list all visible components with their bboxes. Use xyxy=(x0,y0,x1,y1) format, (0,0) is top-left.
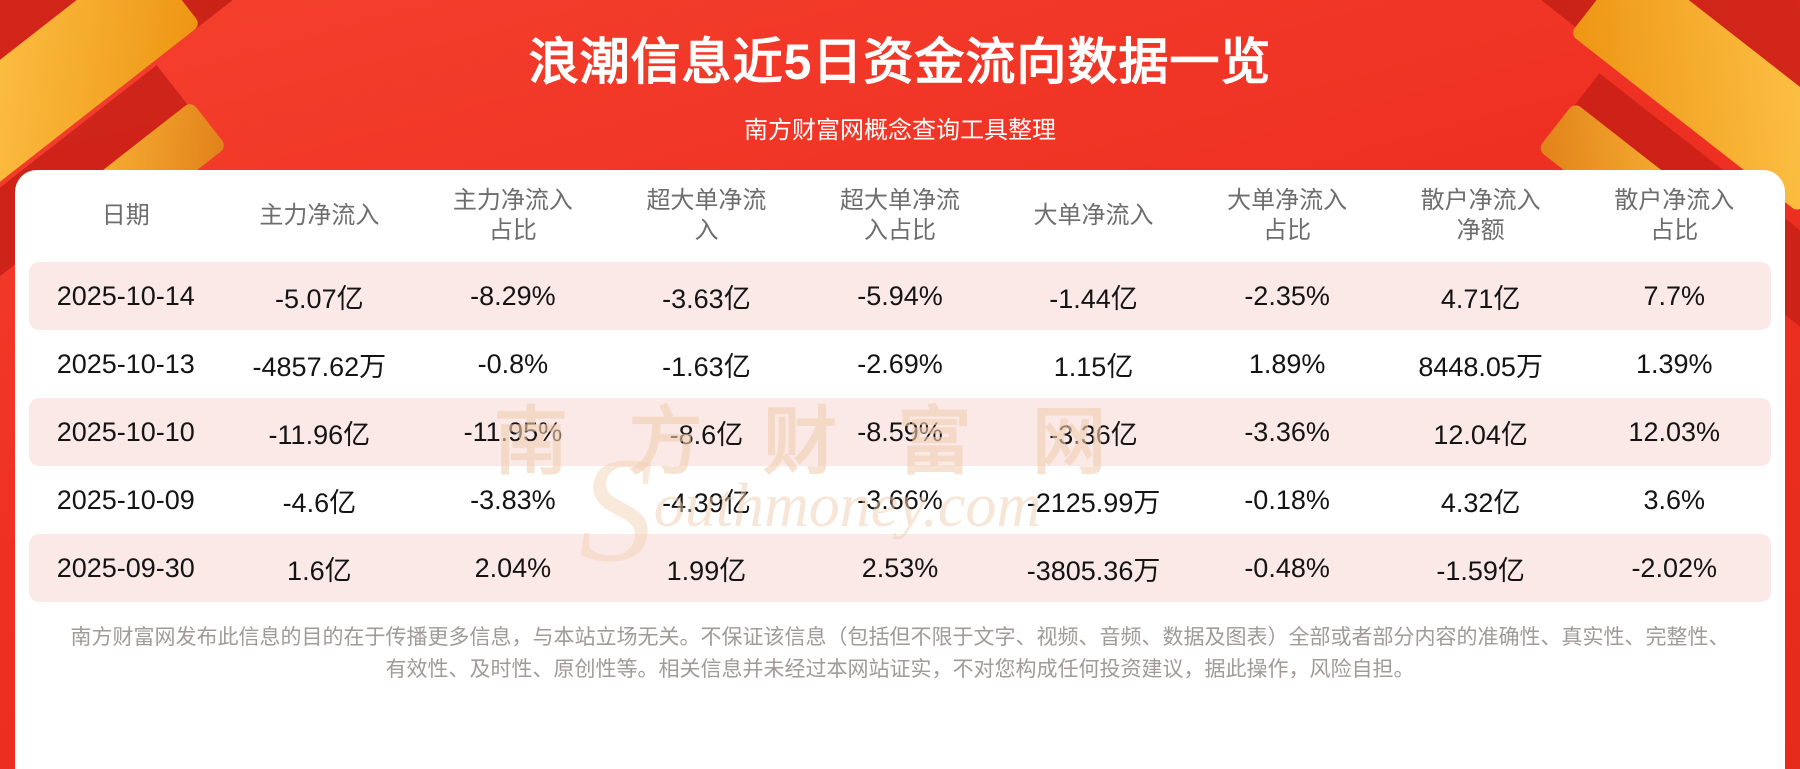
column-header: 散户净流入 净额 xyxy=(1420,187,1541,244)
table-cell: -3.66% xyxy=(857,484,943,515)
table-row: 2025-09-30 1.6亿 2.04% 1.99亿 2.53% -3805.36万 -0… xyxy=(29,534,1771,602)
table-row: 2025-10-13 -4857.62万 -0.8% -1.63亿 -2.69% 1.15… xyxy=(29,330,1771,398)
table-cell: -2.69% xyxy=(857,348,943,379)
table-cell: 2025-10-14 xyxy=(56,280,195,311)
table-cell: -3805.36万 xyxy=(1026,555,1161,586)
table-cell: -4857.62万 xyxy=(252,351,387,382)
table-cell: 4.32亿 xyxy=(1440,487,1521,518)
table-cell: -4.39亿 xyxy=(662,487,751,518)
table-cell: 7.7% xyxy=(1643,280,1705,311)
table-cell: -11.95% xyxy=(463,416,563,447)
disclaimer-text: 南方财富网发布此信息的目的在于传播更多信息，与本站立场无关。不保证该信息（包括但… xyxy=(70,626,1730,681)
table-cell: -3.83% xyxy=(470,484,556,515)
table-cell: -11.96亿 xyxy=(268,419,371,450)
column-header: 日期 xyxy=(101,202,150,229)
table-cell: -1.44亿 xyxy=(1049,283,1138,314)
table-cell: 12.03% xyxy=(1628,416,1720,447)
table-cell: -1.59亿 xyxy=(1436,555,1525,586)
table-cell: -4.6亿 xyxy=(282,487,357,518)
table-row: 2025-10-09 -4.6亿 -3.83% -4.39亿 -3.66% -2125.9… xyxy=(29,466,1771,534)
column-header: 散户净流入 占比 xyxy=(1614,187,1735,244)
fund-flow-table: 日期 主力净流入 主力净流入 占比 超大单净流 入 超大单净流 入占比 大单净流入 大单净流… xyxy=(15,170,1785,602)
table-cell: 1.99亿 xyxy=(666,555,747,586)
table-cell: 2.53% xyxy=(861,552,939,583)
table-cell: -2125.99万 xyxy=(1026,487,1161,518)
table-cell: 12.04亿 xyxy=(1433,419,1528,450)
table-cell: -8.29% xyxy=(470,280,556,311)
table-cell: -3.63亿 xyxy=(662,283,751,314)
table-cell: 2025-10-10 xyxy=(56,416,195,447)
table-cell: 2025-10-13 xyxy=(56,348,195,379)
table-row: 2025-10-10 -11.96亿 -11.95% -8.6亿 -8.59% -3.36… xyxy=(29,398,1771,466)
table-cell: 3.6% xyxy=(1643,484,1705,515)
table-cell: -0.48% xyxy=(1244,552,1330,583)
table-header-row: 日期 主力净流入 主力净流入 占比 超大单净流 入 超大单净流 入占比 大单净流入 大单净流… xyxy=(29,170,1771,262)
column-header: 大单净流入 占比 xyxy=(1227,187,1348,244)
table-cell: 2025-10-09 xyxy=(56,484,195,515)
table-cell: 1.15亿 xyxy=(1053,351,1134,382)
page-subtitle: 南方财富网概念查询工具整理 xyxy=(744,117,1056,144)
table-row: 2025-10-14 -5.07亿 -8.29% -3.63亿 -5.94% -1.44亿… xyxy=(29,262,1771,330)
table-cell: 2025-09-30 xyxy=(56,552,195,583)
table-cell: 1.6亿 xyxy=(287,555,352,586)
table-body: 2025-10-14 -5.07亿 -8.29% -3.63亿 -5.94% -1.44亿… xyxy=(29,262,1771,602)
table-cell: 4.71亿 xyxy=(1440,283,1521,314)
column-header: 超大单净流 入 xyxy=(646,187,767,244)
column-header: 超大单净流 入占比 xyxy=(839,187,960,244)
table-cell: -2.35% xyxy=(1244,280,1330,311)
table-cell: -0.8% xyxy=(477,348,549,379)
table-cell: -3.36亿 xyxy=(1049,419,1138,450)
table-cell: -5.07亿 xyxy=(275,283,364,314)
table-cell: 1.89% xyxy=(1248,348,1326,379)
column-header: 主力净流入 占比 xyxy=(452,187,573,244)
table-cell: -8.59% xyxy=(857,416,943,447)
page-title: 浪潮信息近5日资金流向数据一览 xyxy=(528,34,1272,90)
table-cell: 2.04% xyxy=(474,552,552,583)
table-cell: 8448.05万 xyxy=(1418,351,1543,382)
column-header: 大单净流入 xyxy=(1033,202,1154,229)
table-cell: -1.63亿 xyxy=(662,351,751,382)
table-cell: -0.18% xyxy=(1244,484,1330,515)
table-cell: 1.39% xyxy=(1635,348,1713,379)
table-cell: -3.36% xyxy=(1244,416,1330,447)
table-cell: -8.6亿 xyxy=(669,419,744,450)
table-cell: -5.94% xyxy=(857,280,943,311)
table-cell: -2.02% xyxy=(1631,552,1717,583)
data-card: 日期 主力净流入 主力净流入 占比 超大单净流 入 超大单净流 入占比 大单净流入 大单净流… xyxy=(15,170,1785,769)
column-header: 主力净流入 xyxy=(259,202,380,229)
